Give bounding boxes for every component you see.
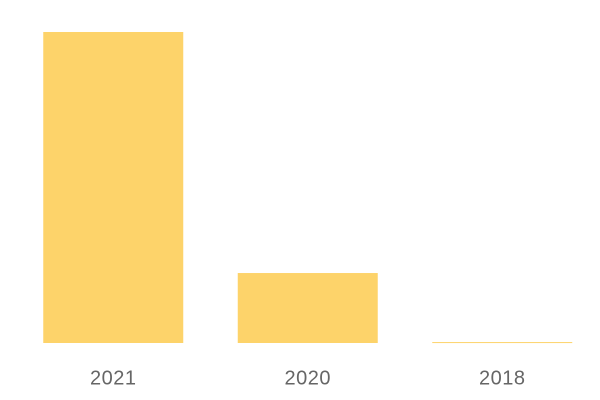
bar (237, 273, 378, 343)
bar (43, 32, 184, 343)
bar (432, 342, 573, 344)
x-tick-label: 2020 (285, 367, 332, 389)
x-tick-label: 2018 (479, 367, 526, 389)
x-tick-label: 2021 (90, 367, 137, 389)
